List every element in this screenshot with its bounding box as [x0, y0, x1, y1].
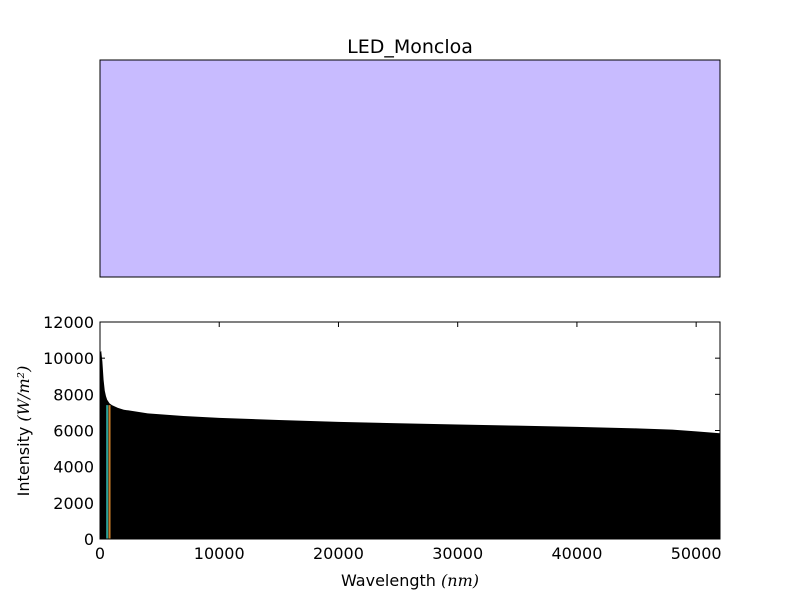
- spectrum-markers: [106, 405, 111, 539]
- chart-title: LED_Moncloa: [347, 36, 473, 58]
- x-tick-label: 40000: [551, 544, 602, 563]
- x-tick-label: 50000: [671, 544, 722, 563]
- x-tick-label: 30000: [432, 544, 483, 563]
- x-tick-label: 0: [95, 544, 105, 563]
- x-tick-label: 10000: [194, 544, 245, 563]
- axis-ticks: [99, 321, 720, 540]
- y-axis-unit: (W/m²): [14, 366, 33, 422]
- spectrum-plot: 0 10000 20000 30000 40000 50000 0 2000 4000 6000…: [43, 313, 722, 563]
- y-axis-label-text: Intensity: [14, 427, 33, 497]
- y-tick-label: 4000: [53, 458, 94, 477]
- x-tick-label: 20000: [313, 544, 364, 563]
- y-tick-label: 0: [84, 530, 94, 549]
- x-tick-labels: 0 10000 20000 30000 40000 50000: [95, 544, 722, 563]
- y-tick-label: 2000: [53, 494, 94, 513]
- x-axis-unit: (nm): [441, 571, 479, 590]
- spectrum-area-series: [100, 350, 720, 539]
- y-tick-label: 12000: [43, 313, 94, 332]
- color-swatch: [99, 59, 721, 278]
- x-axis-label: Wavelength (nm): [341, 571, 479, 590]
- y-axis-label: Intensity (W/m²): [14, 366, 33, 497]
- y-tick-label: 10000: [43, 349, 94, 368]
- x-axis-label-text: Wavelength: [341, 571, 436, 590]
- y-tick-labels: 0 2000 4000 6000 8000 10000 12000: [43, 313, 94, 549]
- y-tick-label: 6000: [53, 422, 94, 441]
- y-tick-label: 8000: [53, 385, 94, 404]
